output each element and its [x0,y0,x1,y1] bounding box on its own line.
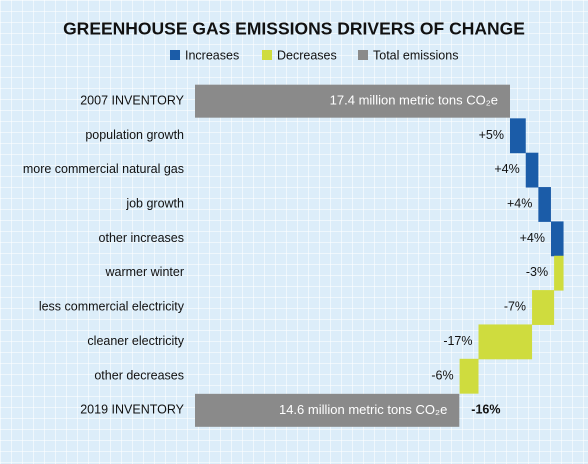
value-label: -17% [443,334,472,348]
value-label: +4% [507,197,532,211]
value-label: -7% [504,300,526,314]
category-label: 2007 INVENTORY [80,93,184,107]
value-label: -3% [526,265,548,279]
category-label: other increases [99,231,184,245]
category-label: 2019 INVENTORY [80,403,184,417]
step-bar [538,187,551,222]
value-label: +4% [494,162,519,176]
step-bar [459,358,479,394]
category-label: population growth [85,128,184,142]
step-bar [532,290,555,325]
category-label: more commercial natural gas [23,162,184,176]
step-bar [510,118,526,154]
value-label: +5% [479,128,504,142]
total-bar [195,393,460,427]
category-label: warmer winter [105,265,185,279]
step-bar [554,255,564,291]
legend-label: Decreases [277,48,337,62]
value-label: 14.6 million metric tons CO₂e [279,402,447,417]
category-label: cleaner electricity [87,334,184,348]
value-label: +4% [520,231,545,245]
legend-swatch [170,50,180,60]
step-bar [550,221,564,257]
total-change-label: -16% [471,403,500,417]
step-bar [478,324,533,360]
legend-swatch [262,50,272,60]
legend-swatch [358,50,368,60]
legend-label: Increases [185,48,239,62]
value-label: -6% [431,368,453,382]
category-label: other decreases [94,368,184,382]
category-label: job growth [125,197,184,211]
total-bar [195,84,510,118]
step-bar [525,152,539,188]
legend-label: Total emissions [373,48,458,62]
category-label: less commercial electricity [39,300,185,314]
chart-title: GREENHOUSE GAS EMISSIONS DRIVERS OF CHAN… [63,19,525,39]
value-label: 17.4 million metric tons CO₂e [330,93,498,108]
